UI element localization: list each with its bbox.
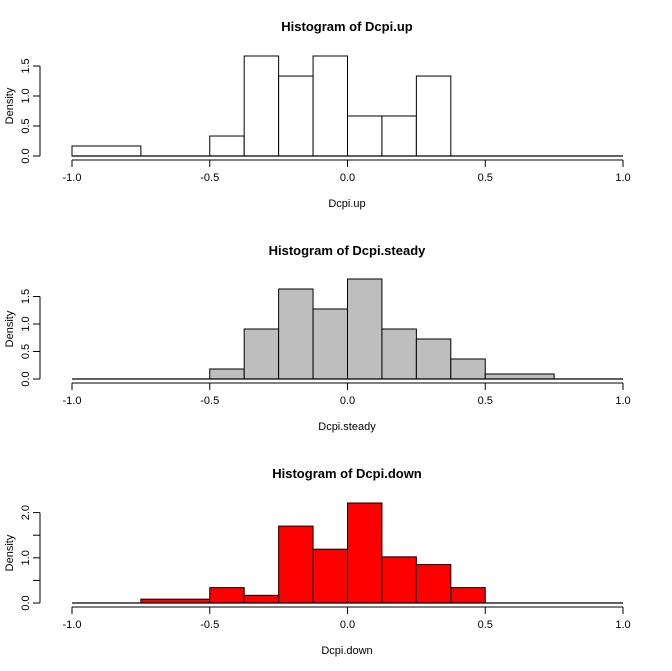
y-tick-label: 1.5 — [20, 289, 32, 304]
histogram-bar — [381, 328, 417, 380]
histogram-bar — [243, 55, 280, 157]
histogram-bar — [347, 502, 383, 604]
histogram-bar — [484, 373, 555, 380]
y-tick-label: 0.5 — [20, 344, 32, 359]
x-tick-label: 0.5 — [478, 172, 493, 184]
histogram-panel-1: Histogram of Dcpi.up -1.0 -0.5 0.0 0.5 1.0 Dcp… — [4, 19, 631, 210]
x-tick-label: 0.0 — [340, 172, 355, 184]
histogram-bar — [381, 556, 417, 604]
x-axis-label: Dcpi.down — [321, 645, 372, 657]
histogram-bar — [415, 564, 452, 604]
histogram-bar — [278, 525, 314, 604]
y-axis-label: Density — [4, 534, 16, 571]
x-tick-label: 1.0 — [615, 619, 630, 631]
y-tick-label: 0.5 — [20, 118, 32, 133]
x-axis-label: Dcpi.steady — [318, 421, 376, 433]
x-tick-label: -0.5 — [200, 172, 219, 184]
chart-title: Histogram of Dcpi.steady — [269, 243, 427, 258]
x-tick-label: -1.0 — [63, 395, 82, 407]
histogram-bar — [278, 288, 314, 380]
x-tick-label: -1.0 — [63, 172, 82, 184]
histogram-bar — [381, 115, 417, 157]
chart-title: Histogram of Dcpi.up — [281, 19, 413, 34]
histogram-bar — [209, 587, 245, 604]
x-tick-label: 1.0 — [615, 172, 630, 184]
y-tick-label: 1.0 — [20, 550, 32, 565]
histogram-bar — [312, 308, 348, 380]
histogram-bar — [209, 135, 245, 157]
y-tick-label: 1.0 — [20, 88, 32, 103]
chart-title: Histogram of Dcpi.down — [272, 466, 422, 481]
x-tick-label: 0.0 — [340, 619, 355, 631]
histogram-bar — [71, 145, 142, 157]
x-tick-label: 0.0 — [340, 395, 355, 407]
y-axis-label: Density — [4, 310, 16, 347]
histogram-bar — [278, 75, 314, 157]
histogram-bar — [312, 55, 348, 157]
x-tick-label: 0.5 — [478, 395, 493, 407]
histogram-panel-3: Histogram of Dcpi.down -1.0 -0.5 0.0 0.5 1.0 D… — [4, 466, 631, 657]
histogram-bar — [312, 548, 348, 604]
y-tick-label: 1.0 — [20, 316, 32, 331]
histogram-bar — [415, 338, 452, 380]
histogram-bar — [450, 358, 486, 380]
x-tick-label: -1.0 — [63, 619, 82, 631]
y-tick-label: 0.0 — [20, 595, 32, 610]
y-axis-label: Density — [4, 87, 16, 124]
y-tick-label: 2.0 — [20, 505, 32, 520]
histogram-panel-2: Histogram of Dcpi.steady -1.0 -0.5 0.0 0.5 1.… — [4, 243, 631, 433]
x-tick-label: 1.0 — [615, 395, 630, 407]
y-tick-label: 0.0 — [20, 148, 32, 163]
histogram-bar — [347, 278, 383, 380]
histogram-bar — [209, 368, 245, 380]
x-tick-label: 0.5 — [478, 619, 493, 631]
x-tick-label: -0.5 — [200, 395, 219, 407]
x-axis-label: Dcpi.up — [328, 198, 365, 210]
histogram-bar — [347, 115, 383, 157]
x-tick-label: -0.5 — [200, 619, 219, 631]
histogram-bar — [243, 594, 280, 604]
histogram-bar — [450, 587, 486, 604]
histogram-bar — [243, 328, 280, 380]
y-tick-label: 1.5 — [20, 58, 32, 73]
y-tick-label: 0.0 — [20, 371, 32, 386]
histogram-bar — [415, 75, 452, 157]
